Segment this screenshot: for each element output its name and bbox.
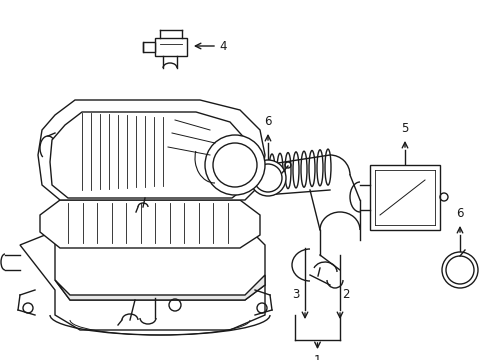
Circle shape [204,135,264,195]
Circle shape [441,252,477,288]
Polygon shape [40,200,260,248]
Polygon shape [142,42,155,52]
Polygon shape [369,165,439,230]
Text: 3: 3 [292,288,299,302]
Text: 4: 4 [219,40,226,53]
Text: 6: 6 [455,207,463,220]
Polygon shape [55,225,264,300]
Polygon shape [155,38,186,56]
Polygon shape [20,225,264,330]
Polygon shape [55,275,264,300]
Text: 6: 6 [264,115,271,128]
Polygon shape [38,100,264,200]
Text: 1: 1 [313,354,321,360]
Text: 2: 2 [341,288,349,302]
Text: 5: 5 [401,122,408,135]
Circle shape [249,160,285,196]
